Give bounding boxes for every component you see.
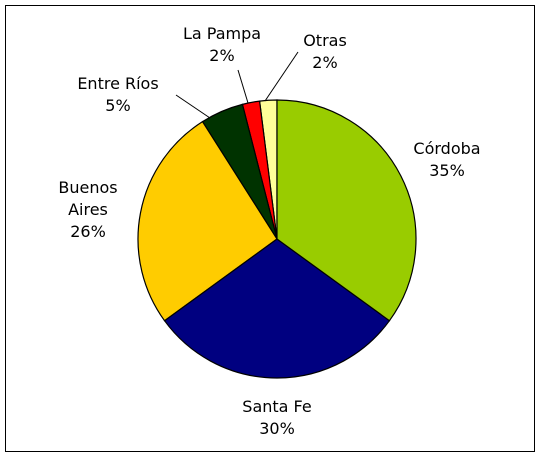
value-label: 2%	[312, 53, 338, 72]
slice-label: Otras 2%	[265, 30, 385, 74]
leader-line	[264, 51, 299, 102]
value-label: 26%	[70, 222, 106, 241]
category-label: Buenos Aires	[58, 178, 118, 219]
slice-label: Santa Fe 30%	[217, 396, 337, 440]
slice-label: Buenos Aires 26%	[53, 177, 123, 243]
category-label: Córdoba	[413, 139, 481, 158]
slice-label: Entre Ríos 5%	[58, 73, 178, 117]
value-label: 5%	[105, 96, 131, 115]
value-label: 2%	[209, 46, 235, 65]
category-label: Entre Ríos	[77, 74, 159, 93]
category-label: Otras	[303, 31, 347, 50]
pie-slice	[137, 120, 278, 322]
pie-slice	[276, 99, 417, 322]
value-label: 30%	[259, 419, 295, 438]
slice-label: Córdoba 35%	[387, 138, 507, 182]
value-label: 35%	[429, 161, 465, 180]
category-label: Santa Fe	[242, 397, 312, 416]
pie-slice	[163, 238, 391, 379]
leader-line	[175, 94, 211, 119]
category-label: La Pampa	[182, 24, 262, 43]
leader-line	[237, 69, 249, 104]
slice-label: La Pampa 2%	[162, 23, 282, 67]
